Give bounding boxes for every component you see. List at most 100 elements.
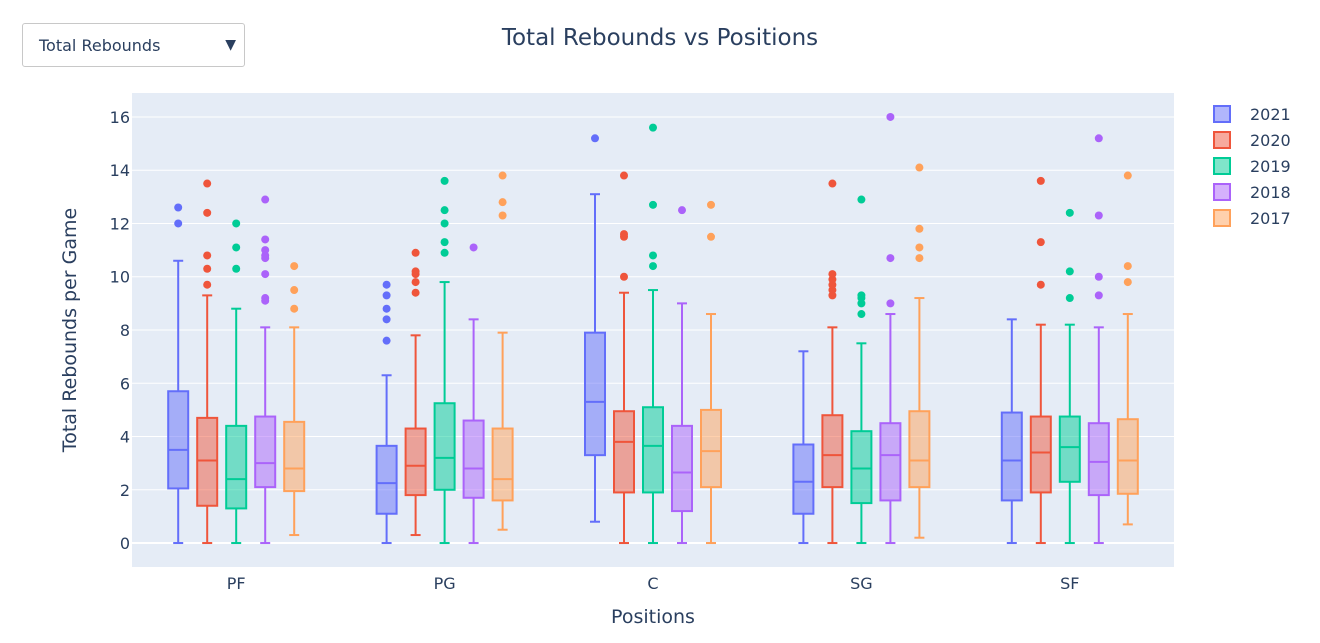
outlier-point — [174, 203, 183, 212]
outlier-point — [203, 280, 212, 289]
outlier-point — [1036, 280, 1045, 289]
dropdown-triangle-icon: ▼ — [225, 37, 236, 53]
box-2019-SF — [1058, 208, 1081, 545]
box-iqr — [1029, 415, 1052, 494]
outlier-point — [261, 270, 270, 279]
outlier-point — [915, 224, 924, 233]
outlier-point — [678, 206, 686, 215]
box-2018-C — [671, 206, 693, 545]
box-2017-SF — [1116, 171, 1139, 526]
legend-item-2021[interactable]: 2021 — [1213, 105, 1291, 124]
box-2018-SF — [1087, 134, 1110, 545]
outlier-point — [915, 254, 924, 263]
outlier-point — [498, 171, 507, 180]
box-iqr — [700, 408, 722, 489]
box-iqr — [908, 410, 931, 489]
y-tick-label: 12 — [110, 214, 130, 233]
outlier-point — [1123, 278, 1132, 287]
outlier-point — [382, 291, 391, 300]
legend-swatch — [1213, 209, 1231, 227]
box-iqr — [792, 443, 815, 515]
box-2017-C — [700, 200, 722, 545]
box-iqr — [671, 424, 693, 513]
outlier-point — [1094, 134, 1103, 143]
outlier-point — [1094, 291, 1103, 300]
legend-label: 2021 — [1250, 105, 1291, 124]
outlier-point — [707, 200, 715, 209]
legend-swatch — [1213, 157, 1231, 175]
outlier-point — [261, 235, 270, 244]
outlier-point — [382, 304, 391, 313]
box-groups — [167, 112, 1139, 545]
box-iqr — [375, 444, 398, 515]
outlier-point — [1065, 294, 1074, 303]
box-2019-PG — [433, 176, 456, 545]
outlier-point — [411, 278, 420, 287]
outlier-point — [1094, 272, 1103, 281]
outlier-point — [649, 123, 657, 132]
outlier-point — [440, 176, 449, 185]
box-2020-C — [613, 171, 635, 545]
x-axis-title: Positions — [611, 606, 695, 628]
outlier-point — [290, 286, 299, 295]
outlier-point — [1123, 171, 1132, 180]
box-iqr — [254, 415, 277, 489]
outlier-point — [886, 254, 895, 263]
outlier-point — [857, 310, 866, 319]
y-tick-label: 2 — [120, 481, 130, 500]
outlier-point — [857, 195, 866, 204]
box-iqr — [1087, 422, 1110, 497]
box-iqr — [613, 410, 635, 494]
x-tick-label: PF — [227, 574, 246, 593]
box-2021-PG — [375, 280, 398, 545]
box-iqr — [821, 414, 844, 489]
x-tick-label: PG — [434, 574, 456, 593]
chart-title: Total Rebounds vs Positions — [501, 25, 818, 51]
legend-item-2019[interactable]: 2019 — [1213, 157, 1291, 176]
outlier-point — [886, 112, 895, 121]
outlier-point — [232, 243, 241, 252]
outlier-point — [411, 288, 420, 297]
box-2017-PF — [283, 262, 306, 537]
legend-item-2017[interactable]: 2017 — [1213, 209, 1291, 228]
box-2020-PF — [196, 179, 219, 545]
outlier-point — [203, 264, 212, 273]
outlier-point — [382, 315, 391, 324]
box-iqr — [584, 331, 606, 457]
outlier-point — [203, 179, 212, 188]
box-2019-SG — [850, 195, 873, 545]
outlier-point — [382, 336, 391, 345]
outlier-point — [498, 198, 507, 207]
y-tick-label: 6 — [120, 374, 130, 393]
legend-item-2020[interactable]: 2020 — [1213, 131, 1291, 150]
outlier-point — [707, 232, 715, 241]
box-iqr — [879, 422, 902, 502]
box-2017-SG — [908, 163, 931, 539]
y-tick-label: 16 — [110, 108, 130, 127]
x-tick-label: SF — [1060, 574, 1079, 593]
box-iqr — [491, 427, 514, 502]
outlier-point — [203, 208, 212, 217]
metric-dropdown[interactable]: Total Rebounds ▼ — [22, 23, 245, 67]
outlier-point — [1123, 262, 1132, 271]
outlier-point — [440, 238, 449, 247]
box-2019-PF — [225, 219, 248, 545]
box-iqr — [1116, 418, 1139, 495]
box-iqr — [225, 424, 248, 510]
x-tick-label: C — [647, 574, 658, 593]
box-2021-SG — [792, 350, 815, 545]
legend-item-2018[interactable]: 2018 — [1213, 183, 1291, 202]
outlier-point — [828, 179, 837, 188]
outlier-point — [203, 251, 212, 260]
outlier-point — [1065, 267, 1074, 276]
outlier-point — [232, 264, 241, 273]
outlier-point — [649, 200, 657, 209]
outlier-point — [828, 270, 837, 279]
outlier-point — [174, 219, 183, 228]
outlier-point — [411, 267, 420, 276]
outlier-point — [498, 211, 507, 220]
outlier-point — [1036, 176, 1045, 185]
outlier-point — [915, 243, 924, 252]
box-2021-SF — [1000, 318, 1023, 545]
